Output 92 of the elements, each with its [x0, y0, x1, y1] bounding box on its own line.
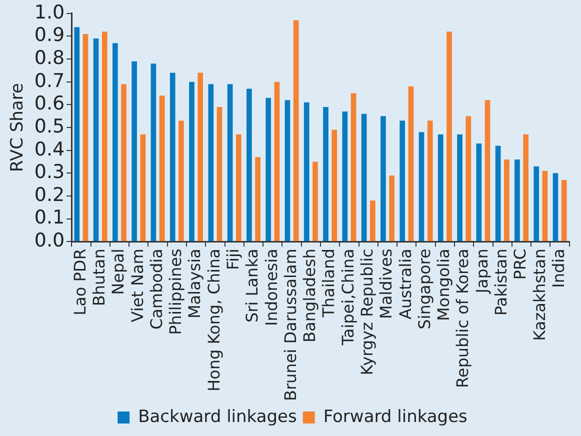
bar: [332, 130, 338, 242]
x-tick-label: Mongolia: [434, 248, 454, 322]
bar: [293, 20, 299, 242]
bar: [466, 116, 472, 242]
x-tick-label: Pakistan: [492, 248, 511, 316]
y-tick-label: 1.0: [34, 1, 65, 24]
x-tick-label: Thailand: [319, 248, 338, 318]
bar: [476, 143, 482, 242]
bar: [132, 61, 137, 242]
bar: [350, 93, 356, 242]
x-tick-label: Malaysia: [185, 248, 204, 319]
y-tick-label: 0.5: [34, 115, 65, 138]
bar: [438, 134, 444, 242]
x-tick-label: Viet Nam: [128, 248, 147, 322]
bar: [227, 84, 233, 242]
bar: [380, 116, 386, 242]
y-tick-label: 0.4: [34, 138, 65, 160]
bar: [216, 106, 222, 242]
x-tick-label: Hong Kong, China: [204, 248, 224, 392]
legend-label: Forward linkages: [323, 406, 468, 427]
bar: [523, 134, 528, 242]
bar: [266, 98, 271, 242]
bar: [484, 100, 490, 242]
y-tick-label: 0.2: [34, 184, 65, 206]
x-tick-label: Cambodia: [146, 248, 166, 330]
bar: [370, 200, 376, 242]
bar: [342, 112, 348, 242]
bar: [102, 32, 108, 242]
x-tick-label: Kazakhstan: [530, 248, 549, 341]
bar: [93, 38, 99, 242]
bar: [514, 159, 520, 242]
bar: [274, 82, 280, 242]
bar: [408, 86, 414, 242]
x-tick-label: Fiji: [224, 248, 242, 270]
bar: [312, 162, 318, 242]
bar: [150, 64, 156, 242]
bar: [236, 134, 242, 242]
x-tick-label: Sri Lanka: [242, 248, 262, 323]
bar: [495, 146, 501, 242]
bar: [159, 96, 165, 242]
bar: [189, 82, 194, 242]
x-tick-label: PRC: [510, 248, 530, 280]
x-tick-label: Singapore: [414, 248, 434, 330]
x-tick-label: Kyrgyz Republic: [358, 248, 377, 376]
y-axis-title: RVC Share: [8, 83, 28, 172]
bar: [198, 72, 204, 242]
y-tick-label: 0.3: [34, 161, 65, 184]
bar: [246, 88, 252, 242]
bar: [504, 159, 510, 242]
bar: [170, 72, 176, 242]
bar: [121, 84, 126, 242]
bar: [361, 114, 367, 242]
bar: [534, 166, 540, 242]
bar: [208, 84, 214, 242]
bar: [400, 120, 406, 242]
bar: [112, 43, 118, 242]
y-tick-label: 0.1: [34, 206, 65, 229]
x-tick-label: Lao PDR: [70, 248, 90, 316]
bar: [427, 120, 433, 242]
y-tick-label: 0.6: [34, 92, 65, 115]
bar: [561, 180, 567, 242]
bar: [140, 134, 146, 242]
bar: [389, 175, 394, 242]
x-tick-label: Australia: [396, 248, 415, 320]
bar: [82, 34, 88, 242]
bar: [304, 102, 310, 242]
x-tick-label: Bhutan: [89, 248, 108, 306]
bar: [284, 100, 290, 242]
y-tick-label: 0.8: [34, 46, 65, 69]
bar: [542, 170, 548, 242]
bar: [446, 32, 452, 242]
x-tick-label: Bangladesh: [300, 248, 320, 342]
bar: [178, 120, 184, 242]
x-tick-label: Nepal: [108, 248, 128, 295]
x-tick-label: Republic of Korea: [453, 248, 472, 388]
legend-label: Backward linkages: [138, 406, 297, 427]
x-tick-label: India: [548, 248, 568, 288]
x-tick-label: Maldives: [376, 248, 396, 319]
x-tick-label: Japan: [472, 248, 492, 294]
x-tick-label: Indonesia: [262, 248, 281, 326]
bar: [74, 27, 80, 242]
x-tick-label: Taipei,China: [338, 248, 358, 346]
y-tick-label: 0.0: [34, 230, 65, 252]
bar: [323, 106, 328, 242]
bar: [457, 134, 462, 242]
bar: [418, 132, 424, 242]
x-tick-label: Brunei Darussalam: [280, 248, 300, 402]
y-tick-label: 0.9: [34, 24, 65, 46]
y-tick-label: 0.7: [34, 70, 65, 92]
x-tick-label: Philippines: [166, 248, 186, 335]
bar: [552, 173, 558, 242]
bar: [255, 157, 260, 242]
